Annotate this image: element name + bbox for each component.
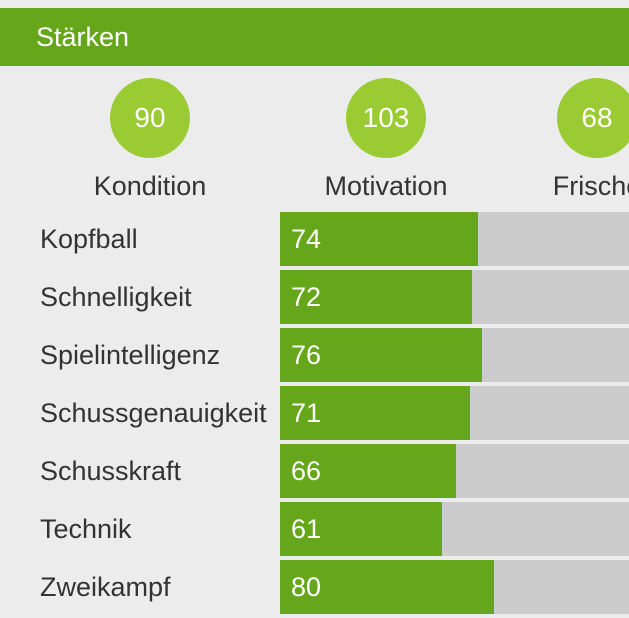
- top-divider: [0, 0, 629, 8]
- attribute-label: Schnelligkeit: [40, 282, 192, 312]
- stat-label: Kondition: [93, 171, 207, 201]
- attribute-value: 71: [291, 398, 322, 428]
- attribute-bar-fill: [280, 444, 456, 498]
- attribute-value: 74: [291, 224, 322, 254]
- attribute-bar-track: 80: [280, 560, 629, 614]
- attribute-bar-fill: [280, 502, 442, 556]
- section-title: Stärken: [36, 22, 130, 52]
- attribute-label: Spielintelligenz: [40, 340, 221, 370]
- attribute-value: 76: [291, 340, 322, 370]
- attribute-label: Schusskraft: [40, 456, 182, 486]
- attribute-label: Zweikampf: [40, 572, 171, 602]
- attribute-bar-fill: [280, 386, 470, 440]
- attribute-value: 61: [291, 514, 322, 544]
- attribute-row-schnelligkeit: Schnelligkeit 72: [0, 270, 629, 324]
- stat-kondition: 90 Kondition: [50, 78, 250, 202]
- attribute-bar-fill: [280, 212, 478, 266]
- attribute-label: Technik: [40, 514, 132, 544]
- attribute-bar-track: 71: [280, 386, 629, 440]
- attribute-bar-track: 76: [280, 328, 629, 382]
- attribute-bar-fill: [280, 328, 483, 382]
- attribute-row-kopfball: Kopfball 74: [0, 212, 629, 266]
- attribute-bar-fill: [280, 270, 472, 324]
- attribute-bar-track: 61: [280, 502, 629, 556]
- attribute-bar-fill: [280, 560, 494, 614]
- stat-circle: 90: [110, 78, 190, 158]
- attribute-value: 72: [291, 282, 322, 312]
- stat-frische: 68 Frische: [497, 78, 629, 202]
- stat-motivation: 103 Motivation: [286, 78, 486, 202]
- attribute-bar-track: 66: [280, 444, 629, 498]
- attribute-bar-track: 74: [280, 212, 629, 266]
- stat-circle: 68: [557, 78, 629, 158]
- stat-label: Frische: [552, 171, 629, 201]
- stat-label: Motivation: [324, 171, 448, 201]
- section-header: Stärken: [0, 8, 629, 66]
- attribute-row-technik: Technik 61: [0, 502, 629, 556]
- attribute-value: 80: [291, 572, 322, 602]
- stat-circle: 103: [346, 78, 426, 158]
- attribute-row-zweikampf: Zweikampf 80: [0, 560, 629, 614]
- attribute-label: Schussgenauigkeit: [40, 398, 267, 428]
- attribute-row-spielintelligenz: Spielintelligenz 76: [0, 328, 629, 382]
- attribute-row-schussgenauigkeit: Schussgenauigkeit 71: [0, 386, 629, 440]
- attribute-row-schusskraft: Schusskraft 66: [0, 444, 629, 498]
- attribute-value: 66: [291, 456, 322, 486]
- attribute-bar-track: 72: [280, 270, 629, 324]
- attribute-label: Kopfball: [40, 224, 138, 254]
